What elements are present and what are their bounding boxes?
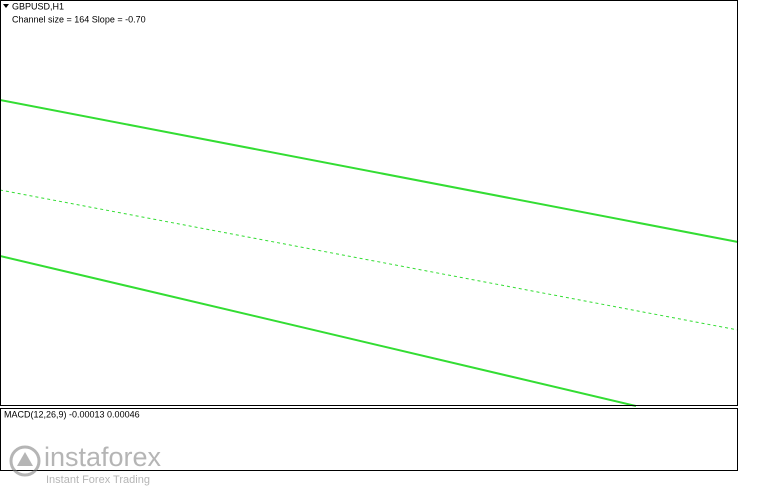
logo-ring [9,445,41,477]
macd-pane-frame [0,408,738,471]
brand: instaforex [44,442,162,472]
channel-upper [0,99,739,243]
macd-title: MACD(12,26,9) -0.00013 0.00046 [4,409,140,419]
chart-subtitle: Channel size = 164 Slope = -0.70 [12,14,146,24]
tagline: Instant Forex Trading [46,474,150,486]
channel-lower [0,255,637,407]
chart-title: GBPUSD,H1 [12,1,64,11]
watermark: instaforex Instant Forex Trading [9,442,162,486]
channel-middle [0,189,739,331]
price-pane-frame [0,0,738,406]
menu-arrow [3,4,9,8]
logo-mark [17,452,33,466]
